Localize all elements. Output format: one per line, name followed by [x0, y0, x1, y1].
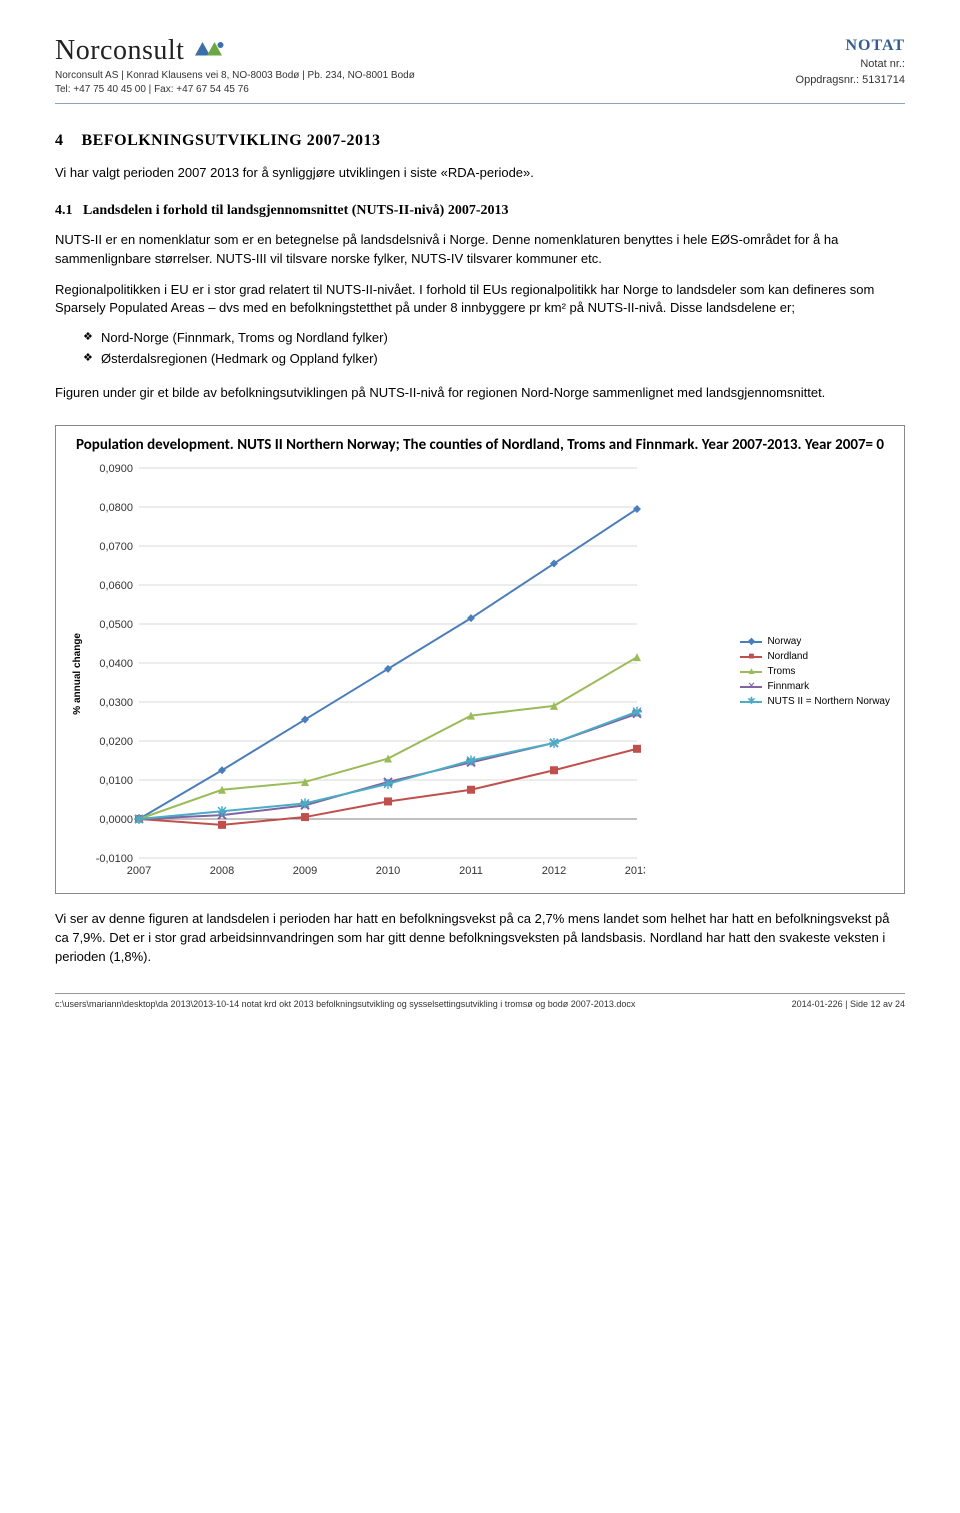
intro-paragraph: Vi har valgt perioden 2007 2013 for å sy…	[55, 164, 905, 183]
legend-label: Finnmark	[767, 681, 809, 692]
section-heading: 4 BEFOLKNINGSUTVIKLING 2007-2013	[55, 132, 905, 150]
section-number: 4	[55, 132, 64, 149]
svg-text:0,0700: 0,0700	[99, 541, 133, 553]
svg-text:0,0600: 0,0600	[99, 580, 133, 592]
svg-text:0,0200: 0,0200	[99, 736, 133, 748]
svg-text:0,0300: 0,0300	[99, 697, 133, 709]
norconsult-logo-icon	[192, 39, 228, 63]
svg-text:0,0900: 0,0900	[99, 463, 133, 475]
chart-container: Population development. NUTS II Northern…	[55, 425, 905, 894]
subsection-number: 4.1	[55, 203, 73, 218]
header: Norconsult Norconsult AS | Konrad Klause…	[55, 35, 905, 104]
header-left: Norconsult Norconsult AS | Konrad Klause…	[55, 35, 796, 97]
svg-text:0,0000: 0,0000	[99, 814, 133, 826]
list-item: Nord-Norge (Finnmark, Troms og Nordland …	[83, 330, 905, 345]
address-line-2: Tel: +47 75 40 45 00 | Fax: +47 67 54 45…	[55, 83, 796, 97]
svg-text:2012: 2012	[542, 865, 566, 877]
notat-nr: Notat nr.:	[796, 57, 905, 72]
svg-text:0,0100: 0,0100	[99, 775, 133, 787]
svg-text:0,0400: 0,0400	[99, 658, 133, 670]
section-title: BEFOLKNINGSUTVIKLING 2007-2013	[82, 132, 381, 149]
svg-text:2010: 2010	[376, 865, 400, 877]
legend-item: ✱NUTS II = Northern Norway	[740, 696, 890, 707]
y-axis-label: % annual change	[70, 633, 85, 715]
chart-svg: -0,0100 0,0000 0,0100 0,0200 0,0300 0,0400 0,0…	[85, 462, 645, 882]
oppdrag-nr: Oppdragsnr.: 5131714	[796, 73, 905, 88]
legend-item: ✕Finnmark	[740, 681, 890, 692]
legend-label: NUTS II = Northern Norway	[767, 696, 890, 707]
svg-text:0,0800: 0,0800	[99, 502, 133, 514]
footer-page: 2014-01-226 | Side 12 av 24	[792, 999, 905, 1009]
paragraph-3: Figuren under gir et bilde av befolkning…	[55, 384, 905, 403]
address-line-1: Norconsult AS | Konrad Klausens vei 8, N…	[55, 69, 796, 83]
svg-text:2011: 2011	[459, 865, 483, 877]
legend-item: ■Nordland	[740, 651, 890, 662]
chart-title: Population development. NUTS II Northern…	[70, 436, 890, 454]
legend-item: ◆Norway	[740, 636, 890, 647]
footer-path: c:\users\mariann\desktop\da 2013\2013-10…	[55, 999, 792, 1009]
legend-item: ▲Troms	[740, 666, 890, 677]
list-item: Østerdalsregionen (Hedmark og Oppland fy…	[83, 351, 905, 366]
company-logo-text: Norconsult	[55, 35, 184, 67]
bullet-list: Nord-Norge (Finnmark, Troms og Nordland …	[83, 330, 905, 366]
paragraph-2: Regionalpolitikken i EU er i stor grad r…	[55, 281, 905, 319]
svg-text:2007: 2007	[127, 865, 151, 877]
notat-label: NOTAT	[796, 35, 905, 57]
paragraph-4: Vi ser av denne figuren at landsdelen i …	[55, 910, 905, 967]
legend-label: Troms	[767, 666, 795, 677]
subsection-heading: 4.1 Landsdelen i forhold til landsgjenno…	[55, 203, 905, 219]
legend-label: Norway	[767, 636, 801, 647]
chart-legend: ◆Norway ■Nordland ▲Troms ✕Finnmark ✱NUTS II …	[732, 636, 890, 711]
svg-text:-0,0100: -0,0100	[96, 853, 133, 865]
footer: c:\users\mariann\desktop\da 2013\2013-10…	[55, 993, 905, 1009]
svg-text:2013: 2013	[625, 865, 645, 877]
chart-plot: -0,0100 0,0000 0,0100 0,0200 0,0300 0,0400 0,0…	[85, 462, 732, 885]
subsection-title: Landsdelen i forhold til landsgjennomsni…	[83, 203, 509, 218]
svg-text:2009: 2009	[293, 865, 317, 877]
paragraph-1: NUTS-II er en nomenklatur som er en bete…	[55, 231, 905, 269]
legend-label: Nordland	[767, 651, 808, 662]
svg-text:0,0500: 0,0500	[99, 619, 133, 631]
header-right: NOTAT Notat nr.: Oppdragsnr.: 5131714	[796, 35, 905, 88]
svg-text:2008: 2008	[210, 865, 234, 877]
body: 4 BEFOLKNINGSUTVIKLING 2007-2013 Vi har …	[55, 132, 905, 403]
